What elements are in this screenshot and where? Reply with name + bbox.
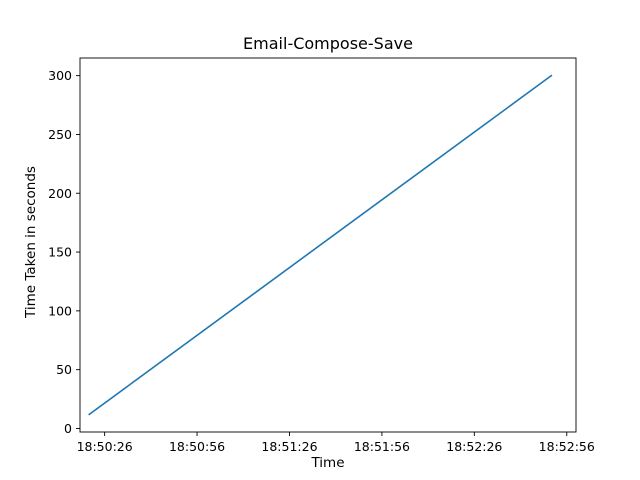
y-tick-label: 50 bbox=[56, 362, 72, 377]
x-axis: 18:50:26 18:50:56 18:51:26 18:51:56 18:52:26… bbox=[77, 432, 595, 454]
y-axis: 0 50 100 150 200 250 300 bbox=[48, 68, 80, 436]
plot-area bbox=[79, 57, 577, 433]
x-axis-label: Time bbox=[310, 455, 344, 471]
x-tick-label: 18:51:56 bbox=[354, 439, 410, 454]
x-tick-label: 18:50:26 bbox=[77, 439, 133, 454]
y-tick-label: 150 bbox=[48, 245, 72, 260]
chart-title: Email-Compose-Save bbox=[243, 34, 413, 53]
y-tick-label: 250 bbox=[48, 127, 72, 142]
plot-frame bbox=[79, 57, 577, 433]
x-tick-label: 18:52:56 bbox=[539, 439, 595, 454]
y-tick-label: 200 bbox=[48, 186, 72, 201]
y-tick-label: 300 bbox=[48, 68, 72, 83]
x-tick-label: 18:52:26 bbox=[446, 439, 502, 454]
x-tick-label: 18:51:26 bbox=[261, 439, 317, 454]
y-tick-label: 0 bbox=[64, 421, 72, 436]
y-tick-label: 100 bbox=[48, 303, 72, 318]
x-tick-label: 18:50:56 bbox=[169, 439, 225, 454]
series-line-1 bbox=[88, 74, 553, 416]
y-axis-label: Time Taken in seconds bbox=[23, 166, 39, 319]
